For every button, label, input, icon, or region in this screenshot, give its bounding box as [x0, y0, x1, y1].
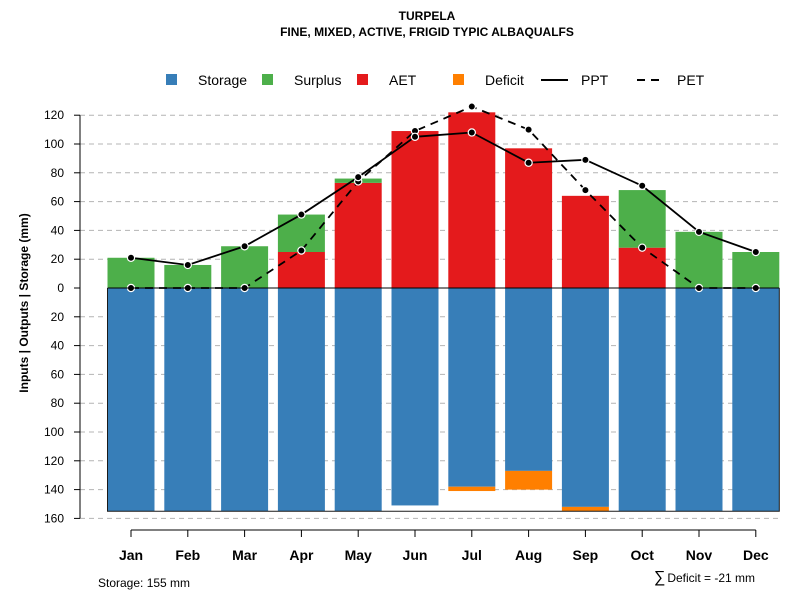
bar-surplus-jan	[107, 257, 155, 288]
bar-storage-jun	[391, 288, 439, 506]
bar-storage-nov	[675, 288, 723, 512]
pet-point-sep	[581, 185, 590, 195]
legend-label-aet: AET	[389, 72, 417, 88]
bar-storage-aug	[505, 288, 553, 471]
bar-aet-oct	[618, 247, 666, 288]
x-tick-label-mar: Mar	[232, 547, 257, 563]
footer-storage: Storage: 155 mm	[98, 576, 190, 590]
ppt-point-sep	[581, 155, 590, 165]
footer-deficit: ∑ Deficit = -21 mm	[654, 569, 755, 586]
bar-aet-aug	[505, 148, 553, 288]
x-tick-label-jan: Jan	[119, 547, 143, 563]
bar-aet-may	[334, 182, 382, 288]
bar-deficit-sep	[561, 506, 609, 512]
x-tick-label-aug: Aug	[515, 547, 542, 563]
legend-swatch-deficit	[453, 74, 464, 85]
legend-label-ppt: PPT	[581, 72, 609, 88]
ppt-point-may	[354, 172, 363, 182]
sum-symbol: ∑	[654, 569, 665, 586]
bar-deficit-aug	[505, 470, 553, 490]
legend-label-deficit: Deficit	[485, 72, 524, 88]
bar-surplus-nov	[675, 231, 723, 288]
bar-storage-sep	[561, 288, 609, 507]
axes: 120 100 80 60 40 20 0 20 40 60 80 100 120 140 160 Jan Fe…	[44, 108, 780, 563]
x-tick-label-oct: Oct	[631, 547, 655, 563]
x-tick-label-nov: Nov	[686, 547, 713, 563]
x-tick-label-jul: Jul	[462, 547, 482, 563]
bars	[107, 112, 780, 512]
bar-storage-mar	[221, 288, 269, 512]
pet-point-jul	[467, 102, 476, 111]
bar-storage-apr	[277, 288, 325, 512]
ppt-point-feb	[183, 260, 192, 270]
bar-aet-jun	[391, 131, 439, 288]
ppt-point-jun	[410, 132, 420, 141]
ppt-point-jan	[126, 253, 136, 262]
x-tick-label-jun: Jun	[403, 547, 428, 563]
ppt-point-oct	[638, 181, 647, 190]
bar-surplus-apr	[277, 214, 325, 252]
pet-point-apr	[297, 246, 306, 255]
x-tick-label-feb: Feb	[175, 547, 200, 563]
y-tick-label-20: 20	[51, 252, 65, 266]
title-group: TURPELA FINE, MIXED, ACTIVE, FRIGID TYPI…	[280, 9, 574, 39]
ppt-point-jul	[467, 128, 476, 137]
bar-surplus-oct	[618, 190, 666, 248]
y-tick-label--160: 160	[44, 511, 64, 525]
legend-swatch-storage	[166, 74, 177, 85]
y-tick-label-40: 40	[51, 223, 65, 237]
x-tick-label-may: May	[345, 547, 372, 563]
ppt-point-mar	[240, 242, 249, 251]
bar-storage-jan	[107, 288, 155, 512]
ppt-point-aug	[524, 158, 533, 167]
bar-storage-jul	[448, 288, 496, 487]
bar-surplus-feb	[164, 264, 212, 288]
bar-aet-apr	[277, 252, 325, 288]
legend-label-storage: Storage	[198, 72, 247, 88]
y-tick-label--80: 80	[51, 396, 65, 410]
y-tick-label-100: 100	[44, 137, 64, 151]
storage-capacity-line	[107, 288, 780, 512]
pet-point-oct	[638, 243, 647, 252]
y-tick-label--40: 40	[51, 339, 65, 353]
bar-deficit-jul	[448, 486, 496, 492]
y-tick-label--140: 140	[44, 483, 64, 497]
y-axis-label: Inputs | Outputs | Storage (mm)	[17, 213, 31, 392]
legend-label-pet: PET	[677, 72, 705, 88]
bar-surplus-mar	[221, 246, 269, 288]
legend-swatch-surplus	[262, 74, 273, 85]
y-tick-label-0: 0	[57, 281, 64, 295]
chart-title: TURPELA	[399, 9, 456, 23]
y-tick-label--120: 120	[44, 454, 64, 468]
y-tick-label--60: 60	[51, 367, 65, 381]
y-tick-label-80: 80	[51, 166, 65, 180]
x-tick-label-dec: Dec	[743, 547, 769, 563]
bar-storage-oct	[618, 288, 666, 512]
ppt-point-apr	[297, 210, 306, 219]
y-tick-label-60: 60	[51, 195, 65, 209]
legend: Storage Surplus AET Deficit PPT PET	[166, 72, 705, 88]
legend-label-surplus: Surplus	[294, 72, 341, 88]
bar-storage-may	[334, 288, 382, 512]
x-tick-label-apr: Apr	[289, 547, 314, 563]
y-tick-label-120: 120	[44, 108, 64, 122]
chart-subtitle: FINE, MIXED, ACTIVE, FRIGID TYPIC ALBAQU…	[280, 25, 574, 39]
ppt-point-nov	[694, 227, 704, 237]
legend-swatch-aet	[357, 74, 368, 85]
y-tick-label--20: 20	[51, 310, 65, 324]
ppt-line	[130, 131, 757, 266]
x-tick-label-sep: Sep	[573, 547, 599, 563]
pet-point-aug	[524, 125, 533, 134]
bar-surplus-dec	[732, 252, 780, 288]
footer-deficit-text: Deficit = -21 mm	[667, 571, 755, 585]
bar-aet-sep	[561, 195, 609, 288]
bar-aet-jul	[448, 112, 496, 288]
ppt-point-dec	[751, 247, 761, 257]
storage-capacity-outline	[107, 288, 780, 512]
bar-storage-feb	[164, 288, 212, 512]
y-tick-label--100: 100	[44, 425, 64, 439]
bar-storage-dec	[732, 288, 780, 512]
